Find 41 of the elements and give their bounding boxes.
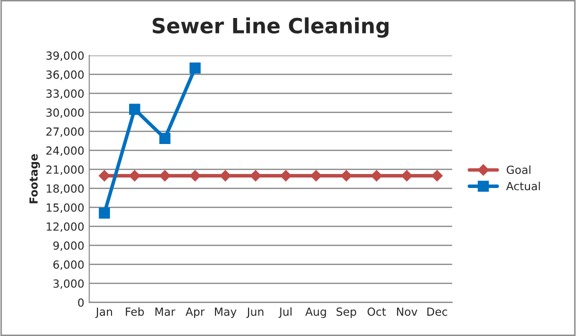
x-tick-label: Jun	[246, 308, 264, 318]
x-tick-label: Apr	[186, 308, 205, 318]
x-tick-label: Mar	[155, 308, 176, 316]
x-tick-label: Dec	[427, 308, 448, 316]
point	[98, 208, 110, 219]
legend-label: Goal	[506, 165, 530, 174]
y-tick-label: 30,000	[46, 108, 84, 118]
y-axis-title: Footage	[29, 154, 40, 204]
y-tick-label: 21,000	[46, 165, 84, 175]
y-tick-label: 24,000	[46, 146, 84, 156]
point	[280, 170, 292, 182]
x-tick-label: Jan	[95, 308, 112, 318]
point	[129, 104, 140, 115]
y-tick-label: 12,000	[46, 222, 84, 232]
x-tick-label: Oct	[368, 307, 386, 316]
chart-title: Sewer Line Cleaning	[152, 17, 388, 38]
y-tick-label: 39,000	[46, 51, 84, 61]
point	[129, 170, 140, 182]
point	[401, 170, 412, 182]
y-tick-label: 15,000	[46, 203, 84, 213]
y-tick-label: 33,000	[46, 89, 84, 99]
x-tick-label: Feb	[126, 307, 144, 316]
x-tick-label: Jul	[278, 307, 292, 318]
y-tick-label: 3,000	[53, 279, 84, 289]
y-tick-label: 18,000	[46, 184, 84, 194]
point	[220, 170, 231, 182]
y-tick-label: 6,000	[53, 260, 84, 270]
x-tick-label: Nov	[397, 308, 418, 316]
point	[340, 170, 352, 182]
y-tick-label: 36,000	[46, 70, 84, 80]
x-tick-label: Aug	[305, 308, 326, 318]
point	[190, 170, 201, 182]
legend-label: Actual	[506, 182, 540, 190]
point	[159, 170, 170, 182]
point	[159, 132, 170, 144]
point	[190, 62, 201, 74]
x-tick-label: May	[214, 308, 237, 318]
y-tick-label: 9,000	[53, 241, 84, 251]
y-tick-label: 27,000	[46, 127, 84, 137]
x-tick-label: Sep	[336, 307, 356, 318]
y-tick-label: 0	[78, 298, 84, 307]
